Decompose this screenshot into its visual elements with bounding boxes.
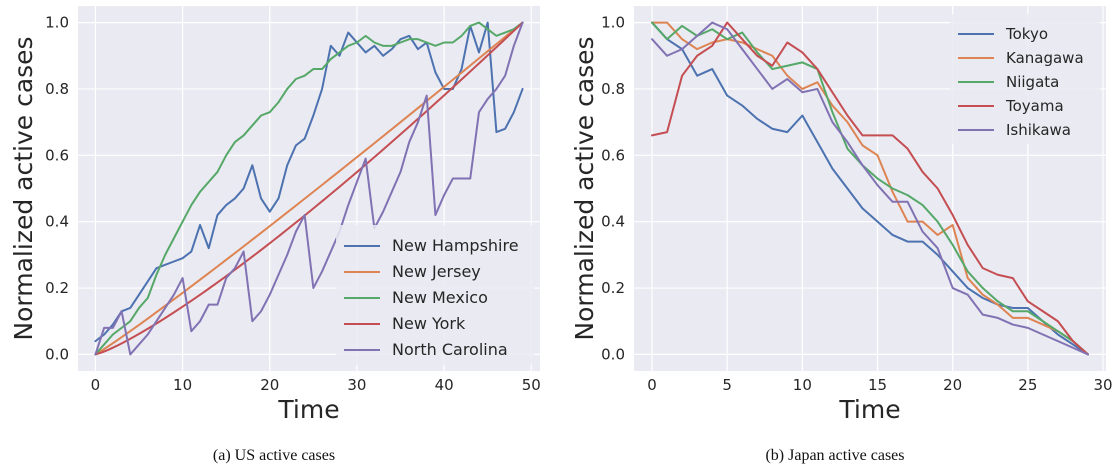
panel-us-active-cases: 0 10 20 30 40 50 0.0 0.2 0.4 0.6 0.8 1.0 New Hampsh… (9, 6, 541, 464)
legend-box (336, 225, 534, 365)
series-line-north-carolina (94, 21, 524, 356)
series-line-toyama (651, 21, 1089, 356)
y-axis-label-us: Normalized active cases (9, 36, 38, 340)
y-tick-label: 0.8 (601, 80, 625, 98)
x-tick-label: 0 (91, 376, 101, 394)
caption-us: (a) US active cases (213, 447, 335, 464)
x-tick-label: 10 (173, 376, 192, 394)
legend-label: New Hampshire (392, 236, 519, 255)
x-tick-label: 20 (943, 376, 962, 394)
x-tick-label: 0 (647, 376, 657, 394)
legend-label: New York (392, 314, 466, 333)
legend-label: Ishikawa (1006, 121, 1071, 139)
series-line-niigata (651, 21, 1089, 356)
x-tick-label: 20 (260, 376, 279, 394)
y-tick-label: 1.0 (601, 14, 625, 32)
series-line-new-mexico (94, 21, 524, 356)
x-tick-label: 40 (435, 376, 454, 394)
y-tick-label: 0.4 (45, 213, 69, 231)
panel-japan-active-cases: 0 5 10 15 20 25 30 0.0 0.2 0.4 0.6 0.8 1.0 Tokyo Kana… (570, 6, 1113, 464)
y-tick-label: 0.6 (601, 146, 625, 164)
legend-label: North Carolina (392, 340, 508, 359)
x-tick-label: 10 (793, 376, 812, 394)
y-tick-label: 0.6 (45, 146, 69, 164)
legend-japan: Tokyo Kanagawa Niigata Toyama Ishikawa (950, 14, 1100, 144)
y-tick-label: 0.4 (601, 213, 625, 231)
y-tick-label: 0.0 (601, 345, 625, 363)
x-tick-label: 30 (347, 376, 366, 394)
legend-label: Toyama (1005, 97, 1064, 115)
caption-japan: (b) Japan active cases (765, 447, 904, 464)
series-line-kanagawa (651, 21, 1089, 356)
series-line-tokyo (651, 21, 1089, 356)
legend-label: Tokyo (1005, 25, 1048, 43)
legend-label: Kanagawa (1006, 49, 1084, 67)
x-tick-label: 25 (1018, 376, 1037, 394)
y-tick-label: 0.2 (45, 279, 69, 297)
legend-box (950, 14, 1100, 144)
y-tick-label: 1.0 (45, 14, 69, 32)
y-axis-label-japan: Normalized active cases (570, 36, 599, 340)
legend-label: New Mexico (392, 288, 488, 307)
legend-us: New Hampshire New Jersey New Mexico New Yor… (336, 225, 534, 365)
legend-label: New Jersey (392, 262, 481, 281)
y-tick-label: 0.8 (45, 80, 69, 98)
x-axis-label-japan: Time (838, 395, 900, 424)
x-tick-label: 15 (868, 376, 887, 394)
y-tick-label: 0.2 (601, 279, 625, 297)
series-line-ishikawa (651, 21, 1089, 356)
x-tick-label: 30 (1093, 376, 1112, 394)
x-tick-label: 5 (722, 376, 732, 394)
series-line-new-york (94, 21, 524, 356)
x-tick-label: 50 (522, 376, 541, 394)
x-axis-label-us: Time (277, 395, 339, 424)
legend-label: Niigata (1006, 73, 1059, 91)
y-tick-label: 0.0 (45, 345, 69, 363)
